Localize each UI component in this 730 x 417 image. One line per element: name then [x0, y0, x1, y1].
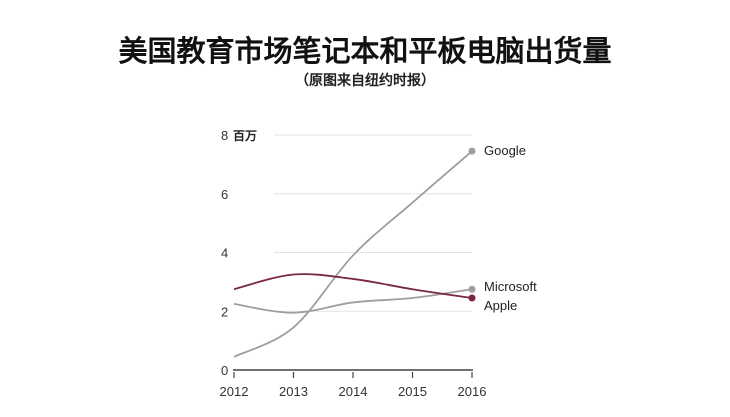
y-tick-label: 6	[221, 187, 228, 202]
chart-subtitle: （原图来自纽约时报）	[295, 73, 435, 89]
microsoft-series-label: Microsoft	[484, 279, 537, 294]
x-tick-label: 2012	[220, 384, 249, 399]
chart-title: 美国教育市场笔记本和平板电脑出货量	[118, 34, 612, 68]
apple-line	[233, 273, 473, 299]
x-tick-label: 2016	[458, 384, 487, 399]
x-tick-label: 2013	[279, 384, 308, 399]
microsoft-end-point	[468, 285, 476, 293]
y-tick-label: 4	[221, 246, 228, 261]
y-tick-label: 8	[221, 128, 228, 143]
apple-series-label: Apple	[484, 298, 517, 313]
apple-end-point	[468, 294, 476, 302]
y-tick-label: 2	[221, 304, 228, 319]
x-tick-label: 2015	[398, 384, 427, 399]
y-tick-label: 0	[221, 363, 228, 378]
google-end-point	[468, 147, 476, 155]
google-series-label: Google	[484, 143, 526, 158]
microsoft-line	[233, 288, 473, 314]
y-axis-unit: 百万	[233, 129, 257, 143]
google-line	[233, 150, 473, 358]
x-tick-label: 2014	[339, 384, 368, 399]
